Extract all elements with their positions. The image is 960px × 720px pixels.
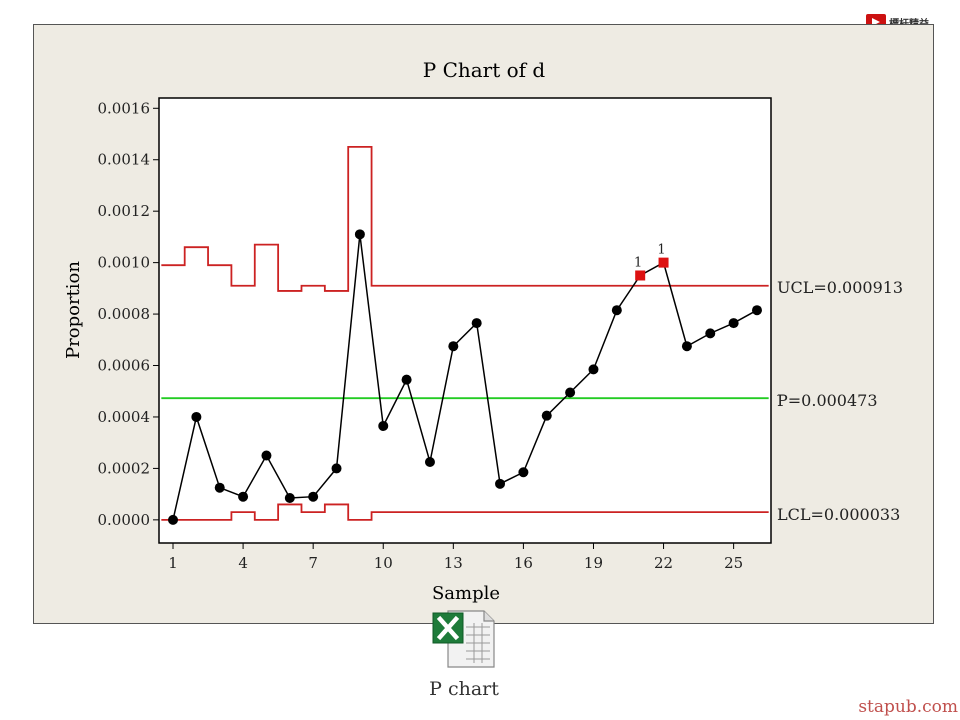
center-line-label: P=0.000473: [777, 391, 878, 410]
p-chart: P Chart of d 0.0000 0.0002 0.0004 0.0006 0.0…: [63, 58, 903, 604]
data-point: [354, 229, 365, 240]
data-point: [424, 456, 435, 467]
data-point: [705, 328, 716, 339]
ucl-label: UCL=0.000913: [777, 278, 903, 297]
x-tick-label: 25: [724, 554, 743, 572]
data-point: [565, 387, 576, 398]
data-point: [168, 514, 179, 525]
data-point: [378, 420, 389, 431]
test-failure-label: 1: [634, 255, 642, 270]
lcl-line: [161, 503, 769, 521]
x-tick-label: 4: [238, 554, 248, 572]
data-point: [284, 492, 295, 503]
chart-title: P Chart of d: [423, 58, 546, 82]
center-line-bar: _: [777, 377, 785, 396]
y-tick-label: 0.0010: [98, 254, 151, 272]
data-point: [518, 467, 529, 478]
data-point: [308, 491, 319, 502]
x-tick-label: 1: [168, 554, 178, 572]
test-failure-label: 1: [657, 243, 665, 258]
x-tick-label: 16: [514, 554, 533, 572]
y-tick-label: 0.0000: [98, 511, 151, 529]
data-point: [611, 305, 622, 316]
chart-panel: P Chart of d 0.0000 0.0002 0.0004 0.0006 0.0…: [33, 24, 934, 624]
data-point: [541, 410, 552, 421]
data-point: [401, 374, 412, 385]
out-of-control-point: [658, 257, 669, 268]
data-point: [588, 364, 599, 375]
icon-caption: P chart: [429, 678, 499, 700]
data-point: [728, 318, 739, 329]
y-tick-label: 0.0012: [98, 202, 151, 220]
data-point: [238, 491, 249, 502]
x-tick-label: 19: [584, 554, 603, 572]
y-tick-label: 0.0002: [98, 459, 151, 477]
data-point: [751, 305, 762, 316]
data-point: [214, 482, 225, 493]
data-point: [331, 463, 342, 474]
watermark-text: stapub.com: [858, 697, 958, 717]
data-point: [495, 478, 506, 489]
x-tick-label: 7: [308, 554, 318, 572]
data-point: [261, 450, 272, 461]
x-tick-label: 22: [654, 554, 673, 572]
plot-area: [158, 97, 772, 544]
x-tick-label: 10: [374, 554, 393, 572]
y-tick-label: 0.0008: [98, 305, 151, 323]
out-of-control-point: [635, 270, 646, 281]
y-tick-label: 0.0006: [98, 357, 151, 375]
x-tick-label: 13: [444, 554, 463, 572]
data-point: [191, 411, 202, 422]
y-tick-label: 0.0014: [98, 151, 151, 169]
lcl-label: LCL=0.000033: [777, 505, 900, 524]
excel-file-icon[interactable]: [432, 609, 496, 669]
y-axis-label: Proportion: [63, 261, 84, 359]
x-axis-label: Sample: [432, 583, 500, 604]
data-point: [448, 341, 459, 352]
y-tick-label: 0.0016: [98, 99, 151, 117]
data-point: [681, 341, 692, 352]
y-tick-label: 0.0004: [98, 408, 151, 426]
data-point: [471, 318, 482, 329]
